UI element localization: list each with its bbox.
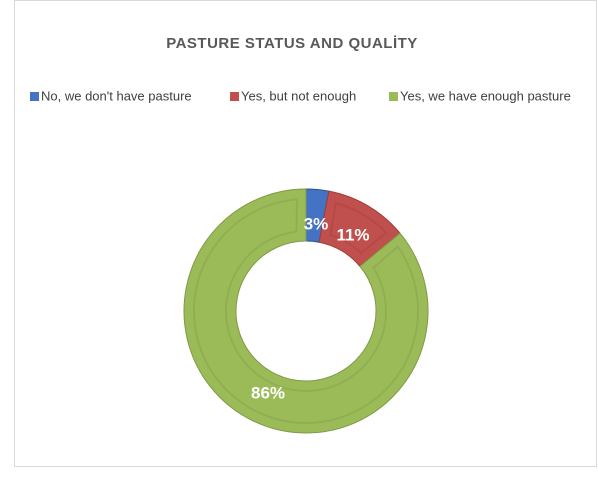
chart-title: PASTURE STATUS AND QUALİTY bbox=[166, 35, 418, 52]
legend-label: No, we don't have pasture bbox=[41, 88, 192, 103]
legend-label: Yes, but not enough bbox=[241, 88, 356, 103]
segment-bevel bbox=[193, 198, 419, 424]
legend-swatch bbox=[30, 92, 39, 101]
data-label: 11% bbox=[336, 225, 369, 244]
donut-segment bbox=[183, 188, 429, 434]
data-label: 3% bbox=[304, 214, 329, 233]
legend-swatch bbox=[230, 92, 239, 101]
data-label: 86% bbox=[251, 383, 285, 402]
segment-bevel bbox=[329, 201, 388, 255]
legend-label: Yes, we have enough pasture bbox=[400, 88, 571, 103]
legend-swatch bbox=[389, 92, 398, 101]
